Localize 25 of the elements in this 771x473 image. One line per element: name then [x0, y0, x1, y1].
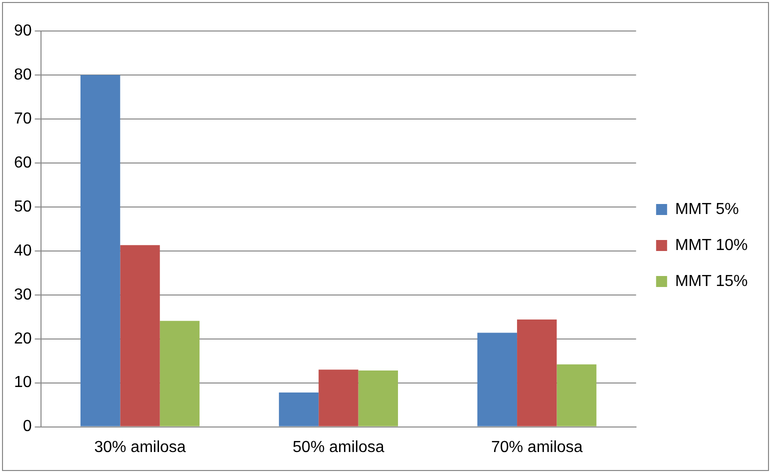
- bar: [358, 370, 398, 426]
- x-tick-label: 70% amilosa: [491, 438, 583, 456]
- y-tick-label: 90: [14, 22, 32, 40]
- y-tick-label: 50: [14, 198, 32, 216]
- y-tick-label: 10: [14, 374, 32, 392]
- y-tick-label: 0: [22, 418, 32, 436]
- y-tick-label: 80: [14, 66, 32, 84]
- bar: [120, 245, 160, 426]
- bar: [278, 392, 319, 426]
- bar: [556, 364, 596, 426]
- legend-label: MMT 15%: [675, 272, 748, 290]
- legend-label: MMT 10%: [675, 236, 748, 254]
- legend-label: MMT 5%: [675, 200, 739, 218]
- x-tick-label: 50% amilosa: [292, 438, 384, 456]
- y-tick-label: 60: [14, 154, 32, 172]
- bar: [318, 370, 358, 426]
- y-tick-label: 20: [14, 330, 32, 348]
- bar: [160, 320, 200, 426]
- y-tick-label: 40: [14, 242, 32, 260]
- bar: [477, 332, 518, 426]
- x-tick-label: 30% amilosa: [94, 438, 186, 456]
- y-tick-label: 30: [14, 286, 32, 304]
- bar: [80, 74, 120, 426]
- bar: [517, 319, 557, 426]
- y-tick-label: 70: [14, 110, 32, 128]
